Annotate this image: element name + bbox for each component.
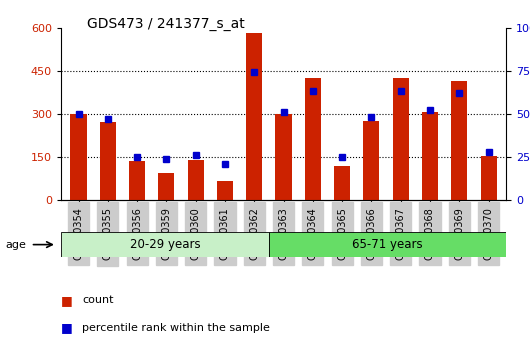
Text: ■: ■ bbox=[61, 321, 73, 334]
Text: GDS473 / 241377_s_at: GDS473 / 241377_s_at bbox=[87, 17, 245, 31]
Bar bbox=[246, 33, 262, 200]
Text: 65-71 years: 65-71 years bbox=[352, 238, 423, 251]
Bar bbox=[481, 156, 497, 200]
Bar bbox=[269, 232, 506, 257]
Bar bbox=[334, 166, 350, 200]
Text: percentile rank within the sample: percentile rank within the sample bbox=[82, 323, 270, 333]
Text: 20-29 years: 20-29 years bbox=[130, 238, 200, 251]
Bar bbox=[305, 78, 321, 200]
Bar bbox=[61, 232, 269, 257]
Bar bbox=[451, 81, 467, 200]
Text: ■: ■ bbox=[61, 294, 73, 307]
Text: count: count bbox=[82, 295, 113, 305]
Text: age: age bbox=[5, 240, 26, 249]
Bar bbox=[188, 160, 204, 200]
Bar bbox=[393, 78, 409, 200]
Bar bbox=[276, 114, 292, 200]
Bar bbox=[217, 181, 233, 200]
Bar bbox=[100, 122, 116, 200]
Bar bbox=[422, 112, 438, 200]
Bar bbox=[364, 121, 379, 200]
Bar bbox=[70, 114, 86, 200]
Bar bbox=[158, 173, 174, 200]
Bar bbox=[129, 161, 145, 200]
